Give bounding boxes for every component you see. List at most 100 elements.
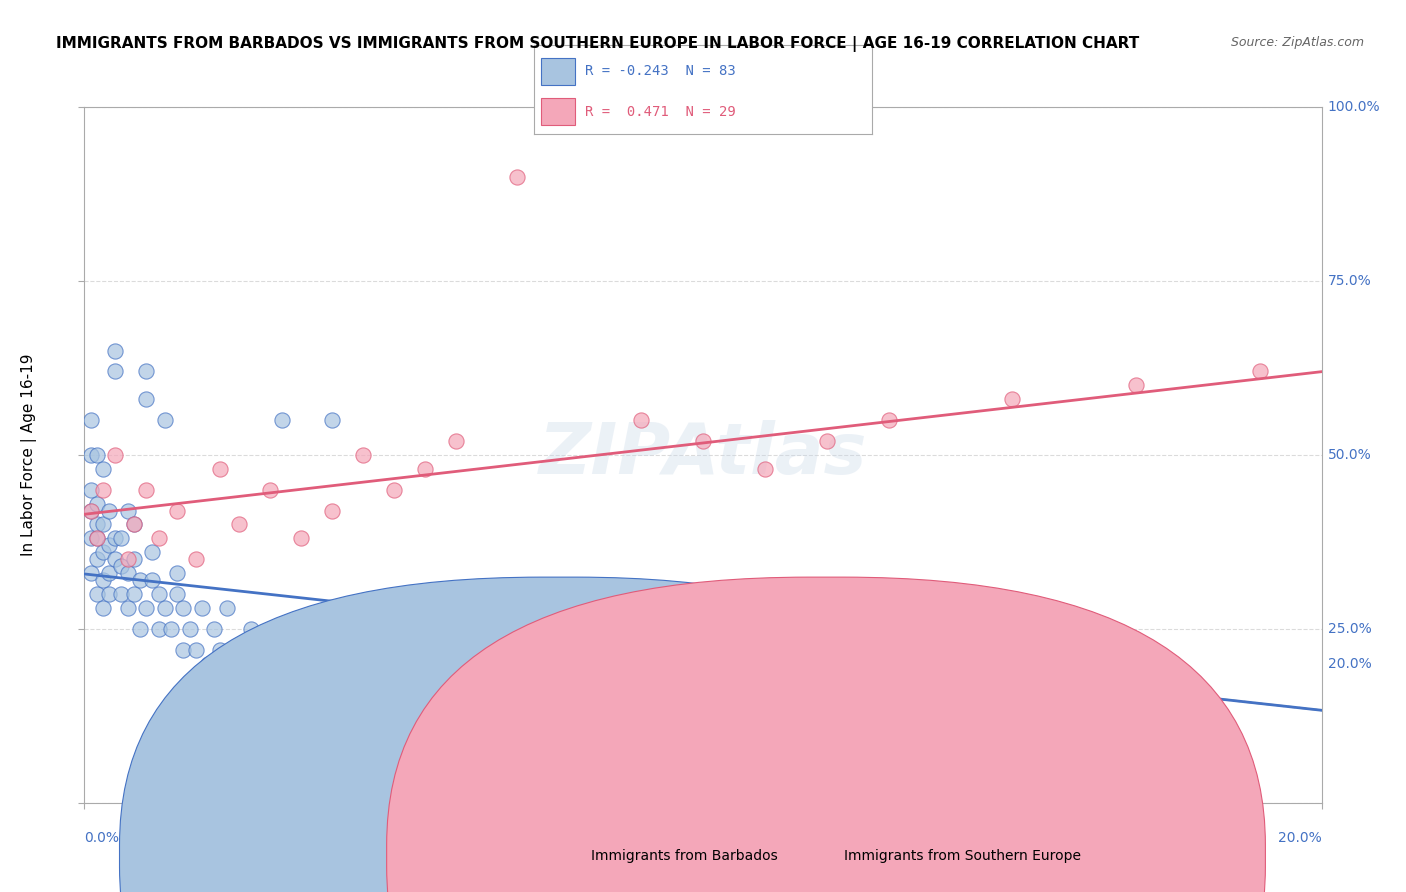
Text: R =  0.471  N = 29: R = 0.471 N = 29 <box>585 104 735 119</box>
Point <box>86 552 108 566</box>
Point <box>86 532 108 546</box>
Point <box>352 691 374 706</box>
Point <box>382 671 405 685</box>
Point <box>202 622 225 636</box>
Point <box>166 566 188 581</box>
Point <box>228 517 250 532</box>
Point <box>104 364 127 378</box>
Point <box>321 503 343 517</box>
Point <box>413 712 436 726</box>
Point <box>475 726 498 740</box>
Point <box>117 552 139 566</box>
Point <box>184 642 207 657</box>
Bar <box>541 58 575 85</box>
Point <box>259 483 281 497</box>
Point <box>166 503 188 517</box>
Point <box>91 462 114 476</box>
Point <box>1125 378 1147 392</box>
Point <box>692 434 714 448</box>
Point <box>79 413 101 427</box>
Point <box>939 726 962 740</box>
Point <box>104 343 127 358</box>
Point <box>506 712 529 726</box>
Point <box>197 657 219 671</box>
Point <box>122 552 145 566</box>
Point <box>290 532 312 546</box>
Point <box>160 622 183 636</box>
Text: 100.0%: 100.0% <box>1327 100 1381 114</box>
Point <box>630 726 652 740</box>
Point <box>79 503 101 517</box>
Point <box>91 573 114 587</box>
Point <box>91 545 114 559</box>
Point <box>1249 364 1271 378</box>
Point <box>98 566 121 581</box>
Point <box>333 657 356 671</box>
Point <box>110 587 132 601</box>
Point <box>135 392 157 407</box>
Point <box>148 532 170 546</box>
Point <box>135 364 157 378</box>
Point <box>209 462 232 476</box>
Point <box>153 413 176 427</box>
Point <box>277 642 299 657</box>
Text: Source: ZipAtlas.com: Source: ZipAtlas.com <box>1230 36 1364 49</box>
Point <box>754 740 776 755</box>
Text: 0.0%: 0.0% <box>84 830 120 845</box>
Point <box>877 761 900 775</box>
Point <box>172 642 194 657</box>
Point <box>308 691 330 706</box>
Text: IMMIGRANTS FROM BARBADOS VS IMMIGRANTS FROM SOUTHERN EUROPE IN LABOR FORCE | AGE: IMMIGRANTS FROM BARBADOS VS IMMIGRANTS F… <box>56 36 1139 52</box>
Point <box>79 503 101 517</box>
Point <box>122 587 145 601</box>
Point <box>444 434 467 448</box>
Text: 20.0%: 20.0% <box>1327 657 1372 671</box>
Point <box>568 642 591 657</box>
Point <box>86 532 108 546</box>
Point <box>86 448 108 462</box>
Point <box>86 497 108 511</box>
Point <box>1001 392 1024 407</box>
Point <box>259 671 281 685</box>
Text: In Labor Force | Age 16-19: In Labor Force | Age 16-19 <box>21 353 37 557</box>
Text: ZIPAtlas: ZIPAtlas <box>538 420 868 490</box>
Point <box>141 545 163 559</box>
Point <box>413 462 436 476</box>
Point <box>166 587 188 601</box>
Point <box>110 559 132 574</box>
Point <box>141 573 163 587</box>
Point <box>117 566 139 581</box>
Point <box>233 671 256 685</box>
Point <box>104 532 127 546</box>
Point <box>191 601 214 615</box>
Point <box>135 483 157 497</box>
Point <box>148 587 170 601</box>
Point <box>135 601 157 615</box>
Point <box>110 532 132 546</box>
Point <box>91 483 114 497</box>
Point <box>506 169 529 184</box>
Text: R = -0.243  N = 83: R = -0.243 N = 83 <box>585 64 735 78</box>
Point <box>444 691 467 706</box>
Text: 25.0%: 25.0% <box>1327 622 1372 636</box>
Point <box>271 413 294 427</box>
Point <box>179 622 201 636</box>
Point <box>122 517 145 532</box>
Point <box>1063 712 1085 726</box>
Point <box>79 566 101 581</box>
Point <box>117 503 139 517</box>
Point <box>754 462 776 476</box>
Point <box>382 483 405 497</box>
Point <box>122 517 145 532</box>
Point <box>104 552 127 566</box>
Point <box>148 622 170 636</box>
Point <box>129 622 152 636</box>
Point <box>79 532 101 546</box>
Text: Immigrants from Southern Europe: Immigrants from Southern Europe <box>844 849 1081 863</box>
Point <box>215 601 238 615</box>
Point <box>153 601 176 615</box>
Point <box>222 657 245 671</box>
Point <box>290 671 312 685</box>
Point <box>98 503 121 517</box>
Point <box>86 587 108 601</box>
